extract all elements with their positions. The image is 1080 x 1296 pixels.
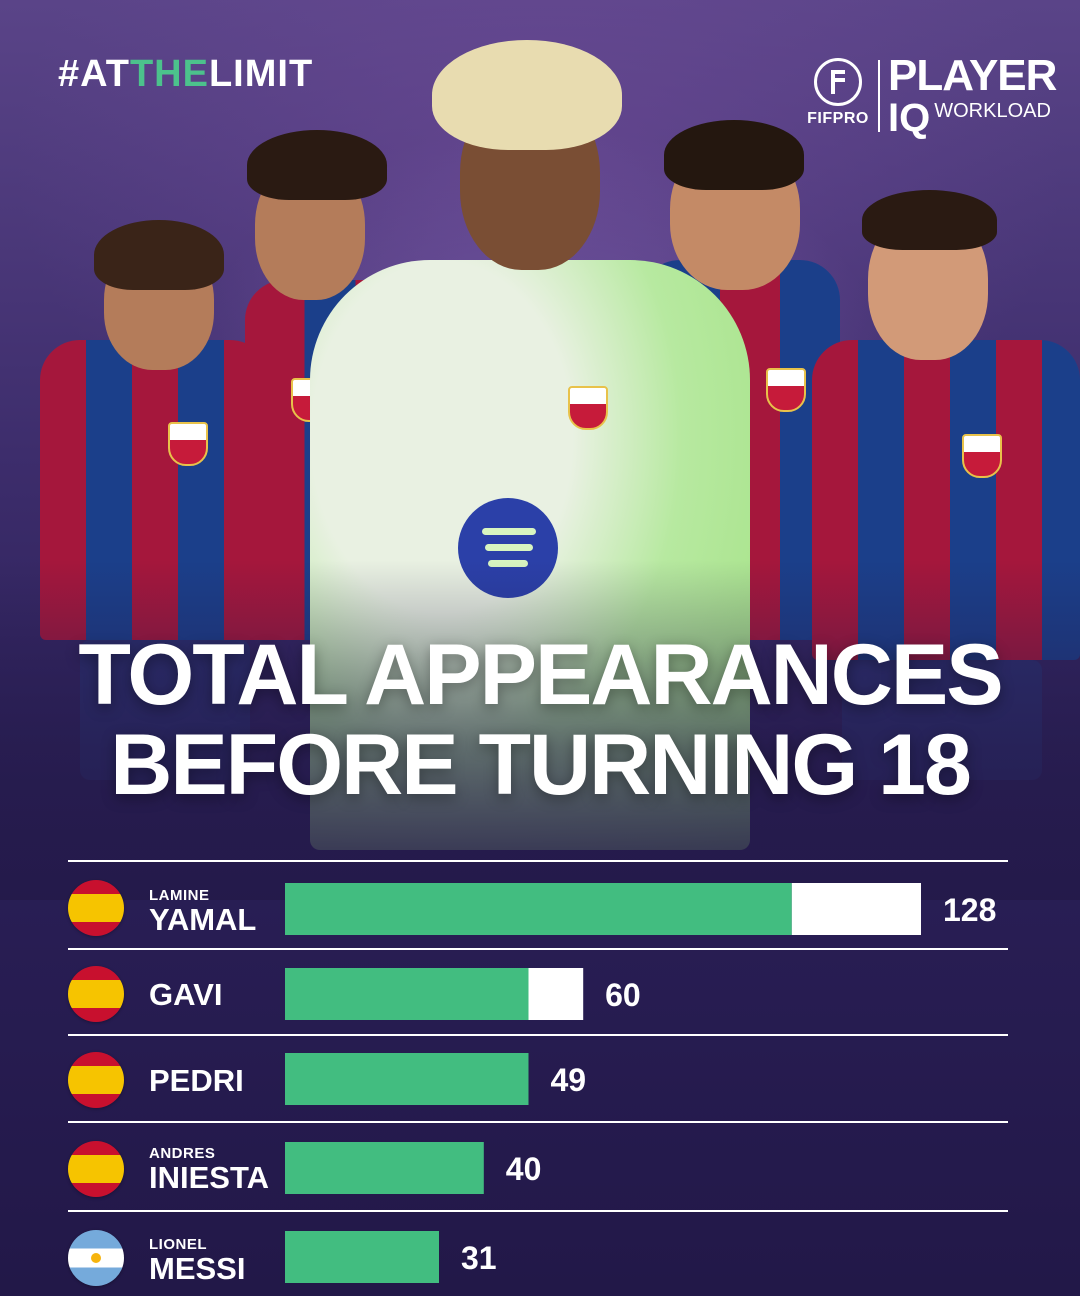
chart-title-line1: TOTAL APPEARANCES [78, 627, 1003, 723]
player-iq-iq: IQ [888, 96, 931, 140]
player-name: GAVI [149, 979, 223, 1011]
bar [285, 883, 792, 935]
bar [285, 1231, 439, 1283]
chart-title-line2: BEFORE TURNING 18 [110, 717, 972, 813]
row-divider [68, 860, 1008, 862]
row-divider [68, 1121, 1008, 1123]
bar-chart-svg: 128 60 49 40 31 [285, 883, 996, 1283]
bar-highlight-segment [791, 883, 921, 935]
player-last-name: GAVI [149, 977, 223, 1012]
player-last-name: MESSI [149, 1251, 246, 1286]
value-label: 49 [551, 1062, 587, 1098]
fifpro-icon [814, 58, 862, 106]
player-iq-logo: PLAYER IQ WORKLOAD [888, 51, 1057, 140]
player-iq-player: PLAYER [888, 51, 1057, 100]
bar [285, 1053, 529, 1105]
player-last-name: YAMAL [149, 902, 257, 937]
value-label: 60 [605, 977, 641, 1013]
player-first-name: ANDRES [149, 1145, 216, 1162]
hashtag: #ATTHELIMIT [58, 53, 314, 95]
row-divider [68, 1210, 1008, 1212]
photo-fade [0, 560, 1080, 900]
player-last-name: PEDRI [149, 1063, 244, 1098]
spain-flag-icon [68, 1052, 124, 1108]
row-divider [68, 948, 1008, 950]
player-name: PEDRI [149, 1065, 244, 1097]
bar-highlight-segment [528, 968, 584, 1020]
value-label: 31 [461, 1240, 497, 1276]
logo-divider [878, 60, 880, 132]
fifpro-logo: FIFPRO [802, 58, 872, 132]
chart-title: TOTAL APPEARANCES BEFORE TURNING 18 [0, 630, 1080, 810]
player-last-name: INIESTA [149, 1160, 269, 1195]
player-iq-workload: WORKLOAD [934, 100, 1051, 122]
player-first-name: LIONEL [149, 1236, 207, 1253]
spain-flag-icon [68, 1141, 124, 1197]
argentina-flag-icon [68, 1230, 124, 1286]
bar [285, 968, 529, 1020]
player-name: LIONEL MESSI [149, 1236, 245, 1285]
row-divider [68, 1034, 1008, 1036]
bar-chart: 128 60 49 40 31 LAMINE YAMAL GAVI PEDRI ANDR… [68, 860, 1008, 1296]
bar [285, 1142, 484, 1194]
spain-flag-icon [68, 966, 124, 1022]
value-label: 128 [943, 892, 996, 928]
player-name: ANDRES INIESTA [149, 1145, 269, 1194]
spain-flag-icon [68, 880, 124, 936]
player-name: LAMINE YAMAL [149, 887, 256, 936]
fifpro-wordmark: FIFPRO [807, 110, 869, 127]
player-first-name: LAMINE [149, 887, 210, 904]
value-label: 40 [506, 1151, 542, 1187]
